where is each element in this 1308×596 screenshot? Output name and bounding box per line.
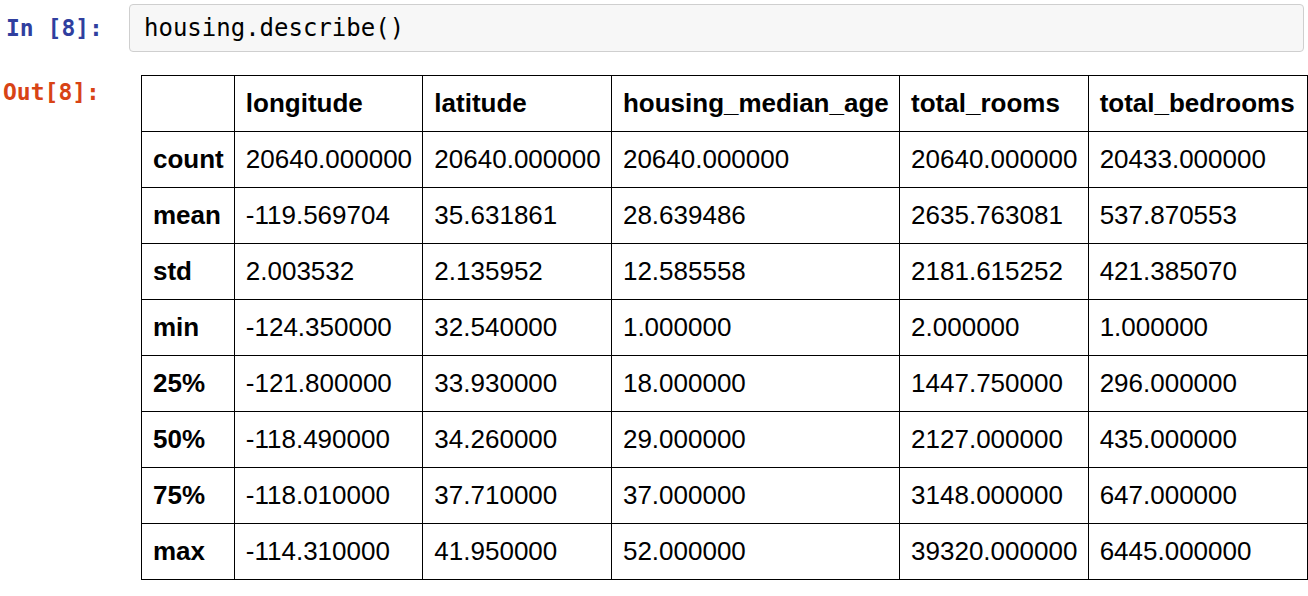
cell-value: -114.310000 bbox=[234, 524, 423, 580]
table-row: count20640.00000020640.00000020640.00000… bbox=[142, 132, 1308, 188]
cell-value: 2.135952 bbox=[423, 244, 612, 300]
column-header: total_rooms bbox=[900, 76, 1089, 132]
table-header: longitudelatitudehousing_median_agetotal… bbox=[142, 76, 1308, 132]
describe-table: longitudelatitudehousing_median_agetotal… bbox=[141, 75, 1308, 580]
column-header: latitude bbox=[423, 76, 612, 132]
column-header: total_bedrooms bbox=[1088, 76, 1307, 132]
cell-value: 421.385070 bbox=[1088, 244, 1307, 300]
cell-value: 33.930000 bbox=[423, 356, 612, 412]
row-label: min bbox=[142, 300, 235, 356]
row-label: max bbox=[142, 524, 235, 580]
cell-value: 52.000000 bbox=[611, 524, 899, 580]
input-prompt: In [8]: bbox=[6, 15, 103, 41]
table-row: std2.0035322.13595212.5855582181.6152524… bbox=[142, 244, 1308, 300]
cell-value: -118.490000 bbox=[234, 412, 423, 468]
cell-value: -121.800000 bbox=[234, 356, 423, 412]
cell-value: 2635.763081 bbox=[900, 188, 1089, 244]
cell-value: 2127.000000 bbox=[900, 412, 1089, 468]
table-row: 75%-118.01000037.71000037.0000003148.000… bbox=[142, 468, 1308, 524]
cell-value: 29.000000 bbox=[611, 412, 899, 468]
row-label: 75% bbox=[142, 468, 235, 524]
notebook-page: In [8]: housing.describe() Out[8]: longi… bbox=[0, 0, 1308, 596]
code-input[interactable]: housing.describe() bbox=[130, 14, 404, 42]
cell-value: 20640.000000 bbox=[900, 132, 1089, 188]
row-label: 25% bbox=[142, 356, 235, 412]
corner-header bbox=[142, 76, 235, 132]
table-body: count20640.00000020640.00000020640.00000… bbox=[142, 132, 1308, 580]
row-label: std bbox=[142, 244, 235, 300]
cell-value: 20433.000000 bbox=[1088, 132, 1307, 188]
table-row: 25%-121.80000033.93000018.0000001447.750… bbox=[142, 356, 1308, 412]
table-row: min-124.35000032.5400001.0000002.0000001… bbox=[142, 300, 1308, 356]
row-label: mean bbox=[142, 188, 235, 244]
cell-value: 32.540000 bbox=[423, 300, 612, 356]
cell-value: 296.000000 bbox=[1088, 356, 1307, 412]
cell-value: 2181.615252 bbox=[900, 244, 1089, 300]
cell-value: 6445.000000 bbox=[1088, 524, 1307, 580]
cell-value: 3148.000000 bbox=[900, 468, 1089, 524]
cell-value: -119.569704 bbox=[234, 188, 423, 244]
table-row: max-114.31000041.95000052.00000039320.00… bbox=[142, 524, 1308, 580]
cell-value: 37.000000 bbox=[611, 468, 899, 524]
cell-value: 2.000000 bbox=[900, 300, 1089, 356]
cell-value: 20640.000000 bbox=[423, 132, 612, 188]
cell-value: 2.003532 bbox=[234, 244, 423, 300]
header-row: longitudelatitudehousing_median_agetotal… bbox=[142, 76, 1308, 132]
cell-value: 39320.000000 bbox=[900, 524, 1089, 580]
cell-value: 537.870553 bbox=[1088, 188, 1307, 244]
table-row: 50%-118.49000034.26000029.0000002127.000… bbox=[142, 412, 1308, 468]
cell-value: 18.000000 bbox=[611, 356, 899, 412]
cell-value: 1.000000 bbox=[611, 300, 899, 356]
column-header: longitude bbox=[234, 76, 423, 132]
cell-value: 37.710000 bbox=[423, 468, 612, 524]
row-label: 50% bbox=[142, 412, 235, 468]
cell-value: 1447.750000 bbox=[900, 356, 1089, 412]
cell-value: 1.000000 bbox=[1088, 300, 1307, 356]
cell-value: 20640.000000 bbox=[234, 132, 423, 188]
cell-value: 35.631861 bbox=[423, 188, 612, 244]
column-header: housing_median_age bbox=[611, 76, 899, 132]
cell-value: 28.639486 bbox=[611, 188, 899, 244]
cell-value: 647.000000 bbox=[1088, 468, 1307, 524]
cell-value: 20640.000000 bbox=[611, 132, 899, 188]
cell-value: -118.010000 bbox=[234, 468, 423, 524]
row-label: count bbox=[142, 132, 235, 188]
cell-value: -124.350000 bbox=[234, 300, 423, 356]
cell-value: 12.585558 bbox=[611, 244, 899, 300]
dataframe-output: longitudelatitudehousing_median_agetotal… bbox=[141, 75, 1308, 580]
cell-value: 41.950000 bbox=[423, 524, 612, 580]
cell-value: 435.000000 bbox=[1088, 412, 1307, 468]
code-cell[interactable]: housing.describe() bbox=[129, 4, 1304, 52]
table-row: mean-119.56970435.63186128.6394862635.76… bbox=[142, 188, 1308, 244]
output-prompt: Out[8]: bbox=[3, 79, 100, 105]
cell-value: 34.260000 bbox=[423, 412, 612, 468]
